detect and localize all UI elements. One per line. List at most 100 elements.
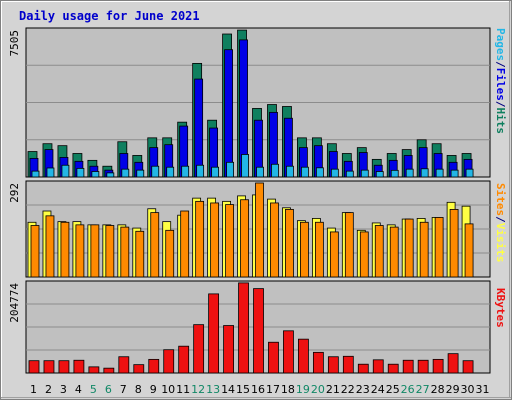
- bar-sites-day-21: [329, 231, 339, 278]
- bar-kbytes-day-14: [223, 325, 234, 374]
- bar-pages-day-17: [271, 163, 279, 178]
- bar-pages-day-9: [151, 165, 160, 178]
- y-axis-max-label-top: 7505: [8, 30, 21, 57]
- bar-sites-day-7: [120, 226, 130, 278]
- bar-sites-day-12: [195, 200, 205, 278]
- bar-kbytes-day-19: [298, 338, 309, 374]
- bar-kbytes-day-2: [43, 360, 55, 374]
- bar-sites-day-4: [75, 224, 85, 278]
- x-tick-label-day-24: 24: [371, 383, 385, 396]
- bar-sites-day-24: [374, 225, 384, 278]
- bar-pages-day-20: [315, 167, 324, 178]
- bar-pages-day-26: [405, 168, 414, 178]
- bar-sites-day-29: [449, 208, 459, 278]
- bar-pages-day-7: [121, 168, 130, 178]
- bar-kbytes-day-7: [118, 356, 130, 374]
- side-label-part: Pages: [494, 28, 507, 61]
- bar-pages-day-25: [390, 169, 399, 178]
- panel-middle: 292: [8, 180, 491, 278]
- bar-pages-day-15: [241, 154, 249, 178]
- x-tick-label-day-26: 26: [401, 383, 415, 396]
- bar-pages-day-6: [106, 172, 115, 178]
- bar-sites-day-13: [210, 202, 220, 278]
- bar-sites-day-8: [135, 230, 145, 278]
- bar-sites-day-1: [30, 225, 40, 278]
- bar-sites-day-18: [285, 208, 294, 278]
- bar-pages-day-22: [345, 170, 354, 178]
- x-tick-label-day-28: 28: [431, 383, 445, 396]
- x-tick-label-day-30: 30: [461, 383, 475, 396]
- x-tick-label-day-11: 11: [176, 383, 190, 396]
- side-label-top: Pages/Files/Hits: [494, 28, 507, 134]
- bar-sites-day-16: [255, 182, 264, 278]
- side-label-part: /: [494, 216, 507, 223]
- bar-kbytes-day-16: [253, 288, 264, 374]
- chart-title: Daily usage for June 2021: [19, 9, 200, 23]
- x-tick-label-day-31: 31: [476, 383, 490, 396]
- bar-pages-day-19: [301, 166, 309, 178]
- bar-kbytes-day-17: [268, 341, 279, 374]
- bar-sites-day-23: [359, 231, 369, 278]
- bar-sites-day-11: [180, 210, 190, 278]
- bar-kbytes-day-21: [327, 356, 339, 374]
- x-tick-label-day-23: 23: [356, 383, 370, 396]
- x-tick-label-day-9: 9: [150, 383, 157, 396]
- bar-kbytes-day-5: [88, 366, 100, 374]
- bar-kbytes-day-20: [312, 351, 324, 374]
- bar-sites-day-2: [45, 215, 55, 278]
- x-tick-label-day-7: 7: [120, 383, 127, 396]
- bar-pages-day-30: [465, 168, 474, 178]
- bar-kbytes-day-23: [357, 363, 369, 374]
- side-label-part: Sites: [494, 183, 507, 216]
- bar-kbytes-day-4: [73, 359, 85, 374]
- x-tick-label-day-21: 21: [326, 383, 340, 396]
- bar-sites-day-3: [60, 221, 70, 278]
- bar-sites-day-20: [314, 221, 324, 278]
- bar-kbytes-day-30: [462, 360, 474, 374]
- chart-panels: 7505292204774Pages/Files/HitsSites/Visit…: [8, 27, 507, 374]
- x-tick-label-day-25: 25: [386, 383, 400, 396]
- bar-sites-day-10: [165, 229, 175, 278]
- bar-sites-day-30: [464, 223, 474, 278]
- bar-sites-day-5: [90, 224, 100, 278]
- x-tick-label-day-4: 4: [75, 383, 82, 396]
- bar-pages-day-1: [31, 170, 40, 178]
- bar-pages-day-3: [61, 164, 70, 178]
- bar-pages-day-5: [91, 171, 100, 178]
- bar-pages-day-12: [196, 164, 205, 178]
- side-label-part: Hits: [494, 108, 507, 135]
- bar-kbytes-day-29: [447, 353, 459, 374]
- x-tick-label-day-10: 10: [161, 383, 175, 396]
- bar-sites-day-9: [150, 212, 160, 278]
- bar-sites-day-27: [419, 221, 429, 278]
- bar-kbytes-day-15: [238, 282, 249, 374]
- bar-files-day-12: [194, 78, 204, 178]
- x-tick-label-day-12: 12: [191, 383, 205, 396]
- x-tick-label-day-14: 14: [221, 383, 235, 396]
- bar-sites-day-26: [404, 218, 414, 278]
- bar-sites-day-22: [344, 212, 354, 278]
- bar-pages-day-16: [256, 166, 264, 178]
- bar-kbytes-day-22: [342, 355, 354, 374]
- bar-pages-day-21: [330, 168, 339, 178]
- bar-pages-day-11: [181, 165, 190, 178]
- bar-kbytes-day-6: [103, 367, 115, 374]
- bar-sites-day-25: [389, 226, 399, 278]
- bar-kbytes-day-11: [178, 345, 190, 374]
- bar-pages-day-8: [136, 169, 145, 178]
- bar-kbytes-day-26: [402, 359, 414, 374]
- x-tick-label-day-20: 20: [311, 383, 325, 396]
- y-axis-max-label-bottom: 204774: [8, 283, 21, 323]
- bar-kbytes-day-9: [148, 358, 160, 374]
- x-tick-label-day-6: 6: [105, 383, 112, 396]
- bar-pages-day-10: [166, 166, 175, 178]
- bar-pages-day-18: [286, 165, 294, 178]
- bar-pages-day-4: [76, 167, 85, 178]
- bar-kbytes-day-28: [432, 358, 444, 374]
- x-tick-label-day-8: 8: [135, 383, 142, 396]
- bar-pages-day-24: [375, 171, 384, 178]
- x-tick-label-day-5: 5: [90, 383, 97, 396]
- side-label-bottom: KBytes: [494, 288, 507, 328]
